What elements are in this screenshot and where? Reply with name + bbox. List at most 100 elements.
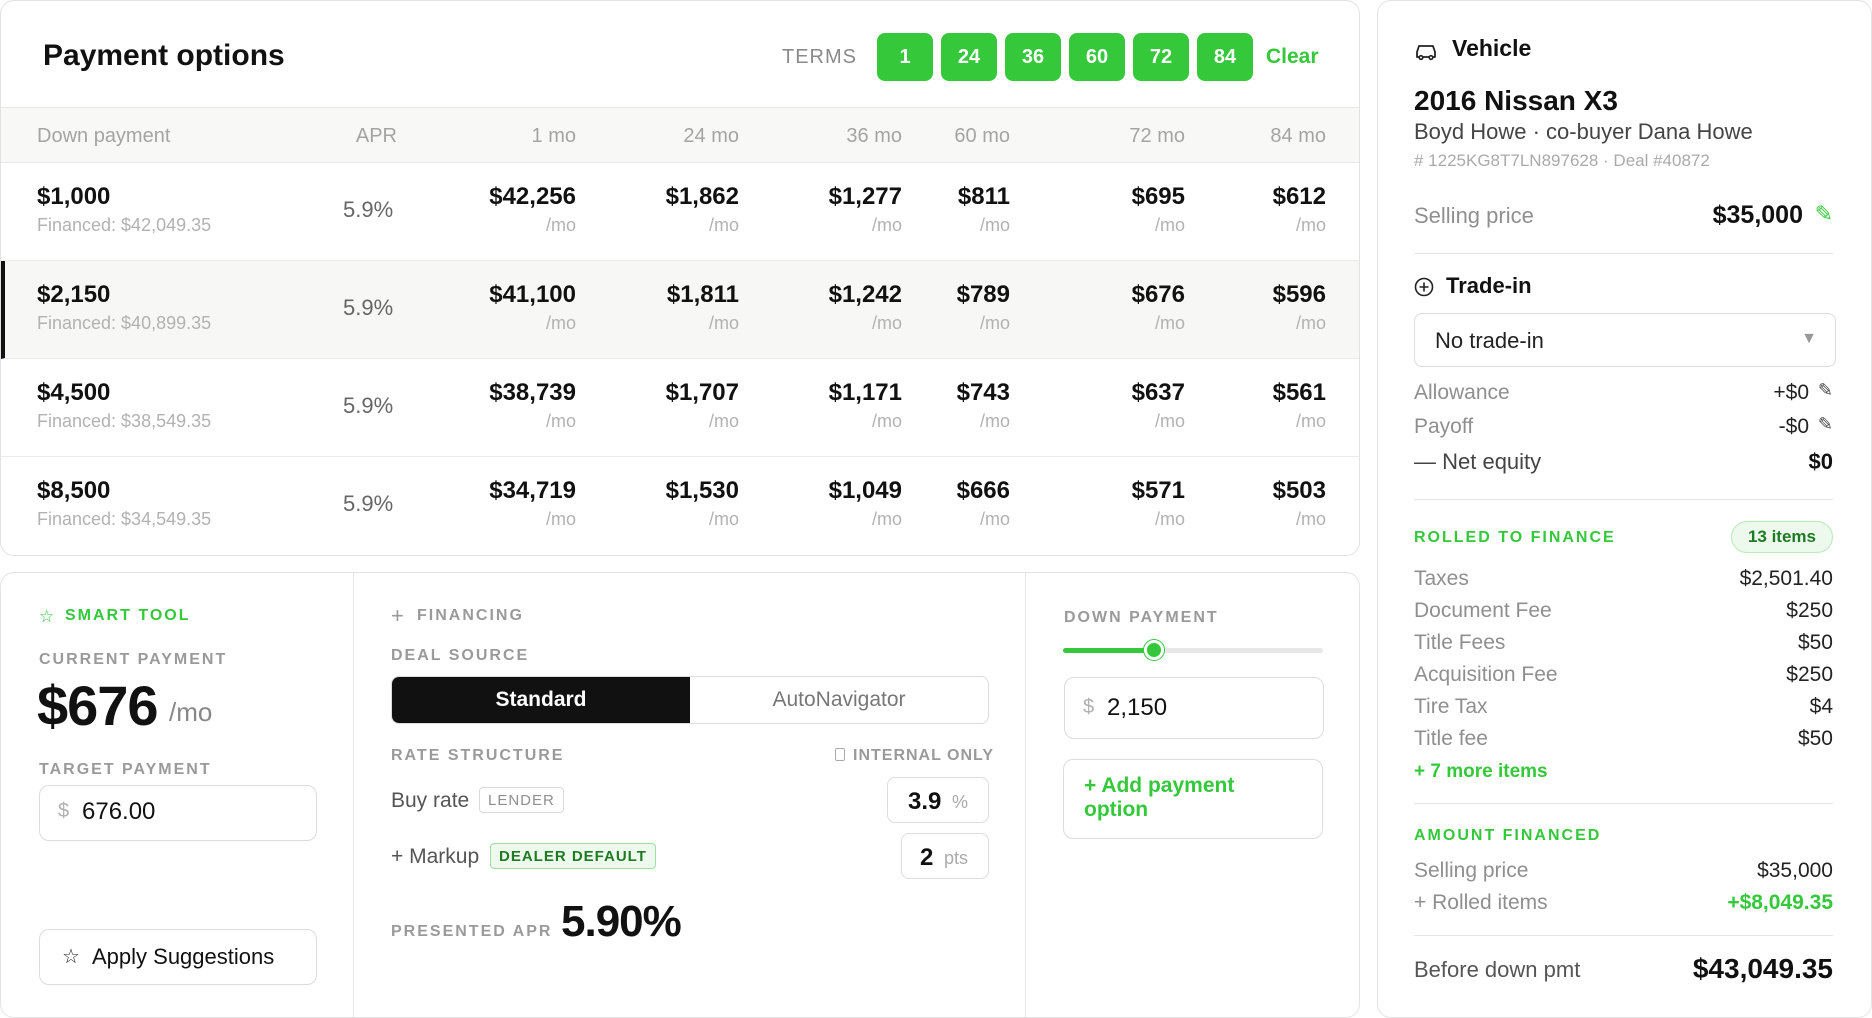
per-month-label: /mo [708,411,739,431]
payoff-label: Payoff [1414,415,1474,438]
rolled-item-value: $4 [1809,695,1833,718]
rolled-item-label: Document Fee [1414,599,1552,622]
deal-source-autonavigator[interactable]: AutoNavigator [772,688,906,711]
table-row[interactable]: $4,500 Financed: $38,549.35 5.9% $38,739… [1,359,1359,457]
payment-1mo: $41,100 [489,281,576,308]
terms-label: TERMS [782,46,857,68]
apr-value: 5.9% [343,393,394,418]
per-month-label: /mo [708,509,739,529]
table-row[interactable]: $1,000 Financed: $42,049.35 5.9% $42,256… [1,163,1359,261]
vehicle-name: 2016 Nissan X3 [1414,85,1618,116]
dealer-default-tag: DEALER DEFAULT [490,843,656,869]
rolled-item-value: $2,501.40 [1739,567,1833,590]
slider-handle[interactable] [1144,640,1164,660]
per-month-label: /mo [1295,313,1326,333]
payment-84mo: $612 [1272,183,1326,210]
rate-structure-label: RATE STRUCTURE [391,747,565,764]
term-button-84[interactable]: 84 [1197,33,1253,81]
markup-unit: pts [944,848,969,868]
per-month-label: /mo [979,509,1010,529]
payment-84mo: $596 [1272,281,1326,308]
term-button-60[interactable]: 60 [1069,33,1125,81]
rolled-items-value: +$8,049.35 [1727,891,1833,914]
deal-source-toggle: Standard AutoNavigator [391,676,989,724]
rolled-item-label: Taxes [1414,567,1469,590]
per-month-label: /mo [1154,215,1185,235]
down-payment-value: $8,500 [37,477,111,504]
payment-72mo: $676 [1131,281,1185,308]
down-payment-input[interactable]: $ 2,150 [1064,677,1324,739]
currency-symbol: $ [1083,696,1095,718]
apr-value: 5.9% [343,295,394,320]
column-header-36mo: 36 mo [846,125,902,147]
payment-24mo: $1,862 [665,183,739,210]
column-header-84mo: 84 mo [1270,125,1326,147]
divider [1414,253,1833,254]
column-divider [353,573,354,1017]
chevron-down-icon: ▼ [1801,330,1817,347]
table-row[interactable]: $8,500 Financed: $34,549.35 5.9% $34,719… [1,457,1359,555]
buy-rate-value: 3.9 [908,788,942,815]
payment-72mo: $637 [1131,379,1185,406]
rolled-item-label: Title Fees [1414,631,1506,654]
add-payment-option-button[interactable]: + Add payment option [1063,759,1323,839]
before-down-payment-label: Before down pmt [1414,957,1581,982]
target-payment-input[interactable]: $ 676.00 [39,785,317,841]
internal-only-label: INTERNAL ONLY [835,747,994,765]
per-month-label: /mo [1295,215,1326,235]
edit-selling-price-icon[interactable]: ✎ [1814,201,1833,226]
more-items-link[interactable]: + 7 more items [1414,761,1548,782]
current-payment-unit: /mo [169,697,213,727]
net-equity-label: — Net equity [1414,449,1542,474]
current-payment-label: CURRENT PAYMENT [39,651,228,668]
per-month-label: /mo [871,509,902,529]
presented-apr-value: 5.90% [561,897,682,946]
column-header-apr: APR [355,125,397,147]
payment-60mo: $789 [956,281,1010,308]
financed-selling-price-value: $35,000 [1757,859,1833,882]
column-header-60mo: 60 mo [954,125,1010,147]
term-button-24[interactable]: 24 [941,33,997,81]
divider [1414,499,1833,500]
markup-input[interactable]: 2 pts [901,833,989,879]
term-button-72[interactable]: 72 [1133,33,1189,81]
payment-60mo: $666 [956,477,1010,504]
payment-36mo: $1,242 [828,281,902,308]
per-month-label: /mo [708,215,739,235]
payment-84mo: $561 [1272,379,1326,406]
column-divider [1025,573,1026,1017]
payment-1mo: $38,739 [489,379,576,406]
apply-suggestions-label: Apply Suggestions [92,944,275,969]
per-month-label: /mo [979,215,1010,235]
payment-36mo: $1,171 [828,379,902,406]
star-icon: ☆ [62,946,80,968]
financed-amount: Financed: $42,049.35 [37,215,212,235]
per-month-label: /mo [1154,411,1185,431]
internal-only-text: INTERNAL ONLY [853,747,995,764]
edit-payoff-icon[interactable]: ✎ [1817,414,1833,434]
down-payment-value: $4,500 [37,379,111,406]
divider [1414,803,1833,804]
trade-in-selected: No trade-in [1435,328,1544,353]
markup-value: 2 [920,844,934,871]
term-button-1[interactable]: 1 [877,33,933,81]
payment-36mo: $1,277 [828,183,902,210]
payment-1mo: $42,256 [489,183,576,210]
target-payment-label: TARGET PAYMENT [39,761,212,778]
deal-source-standard[interactable]: Standard [392,677,690,723]
star-icon: ☆ [39,607,55,626]
clear-terms-button[interactable]: Clear [1266,45,1319,68]
lender-tag: LENDER [479,787,564,813]
rolled-to-finance-title: ROLLED TO FINANCE [1414,529,1616,546]
rolled-item-value: $250 [1786,663,1833,686]
edit-allowance-icon[interactable]: ✎ [1817,380,1833,400]
term-button-36[interactable]: 36 [1005,33,1061,81]
financed-amount: Financed: $34,549.35 [37,509,212,529]
rolled-items-label: + Rolled items [1414,891,1548,914]
buy-rate-input[interactable]: 3.9 % [887,777,989,823]
table-row-selected[interactable]: $2,150 Financed: $40,899.35 5.9% $41,100… [1,261,1359,359]
down-payment-slider[interactable] [1063,640,1323,660]
apply-suggestions-button[interactable]: ☆ Apply Suggestions [39,929,317,985]
trade-in-select[interactable]: No trade-in ▼ [1414,313,1836,367]
add-payment-option-label: + Add payment option [1084,774,1235,821]
